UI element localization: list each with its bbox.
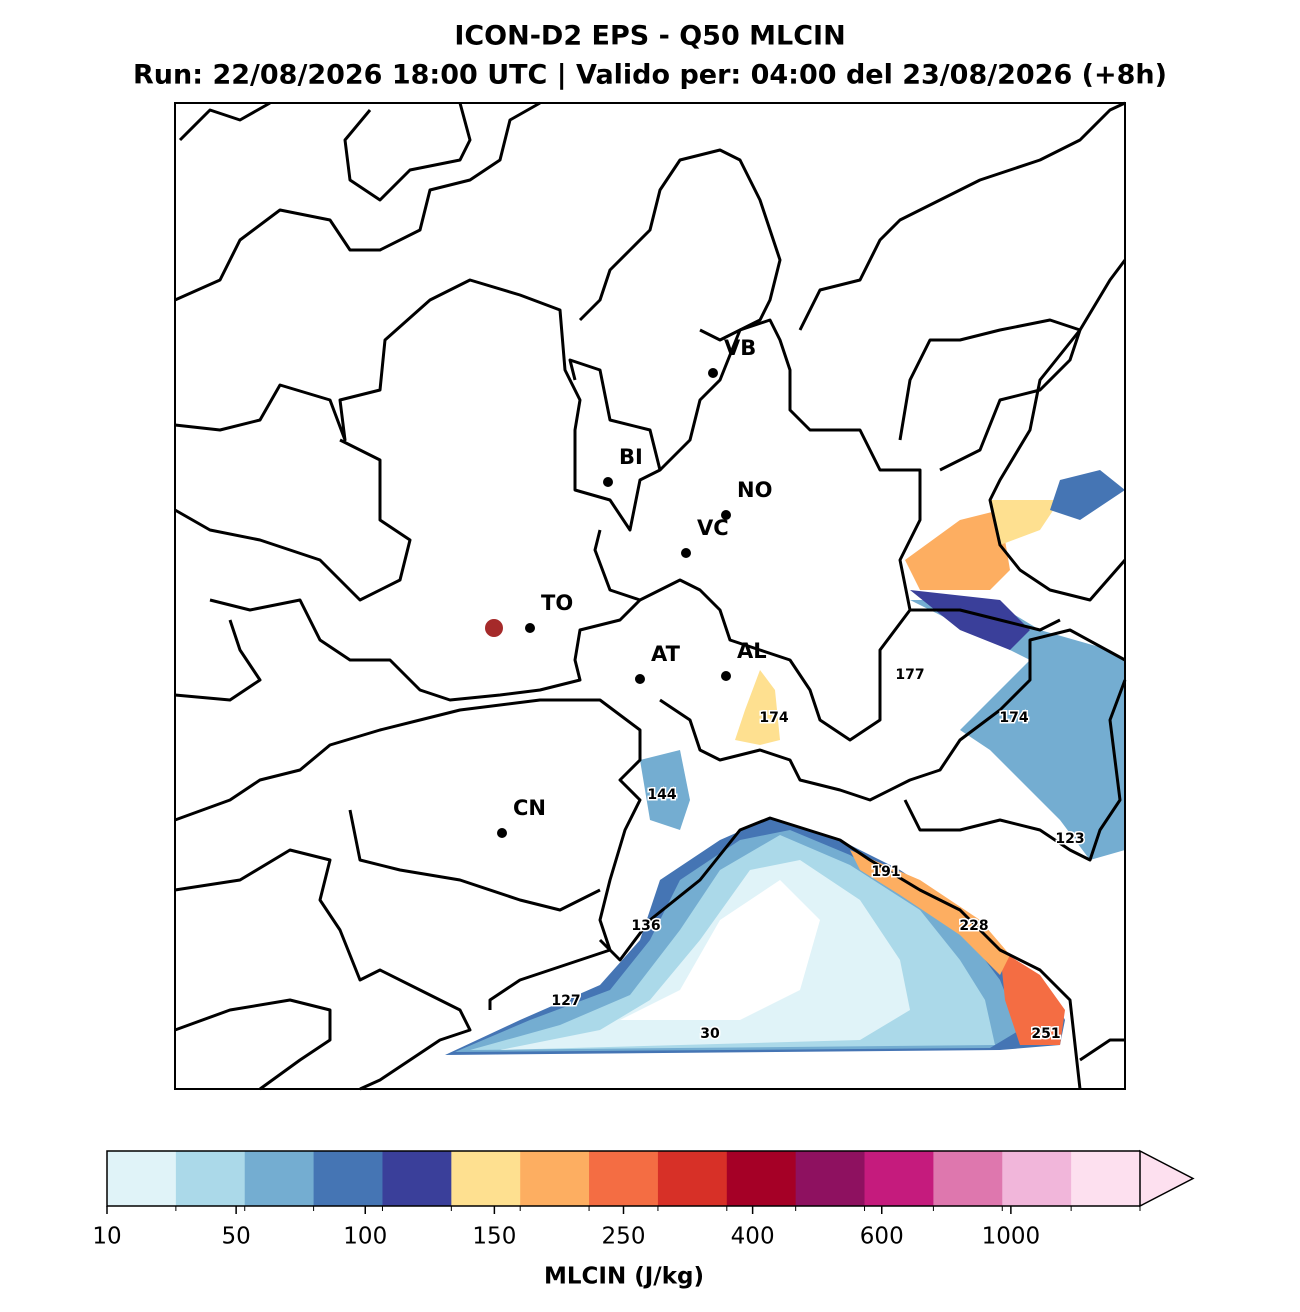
title: ICON-D2 EPS - Q50 MLCIN xyxy=(454,21,845,52)
border xyxy=(174,698,642,1010)
contour-label: 127 xyxy=(551,993,580,1009)
colorbar: 10 50 100 150 250 400 600 1000 xyxy=(92,1149,1195,1250)
borders xyxy=(174,101,1127,1091)
location-marker xyxy=(485,619,503,637)
city-dot xyxy=(708,368,718,378)
colorbar-extension xyxy=(1139,1149,1195,1208)
colorbar-tick-label: 400 xyxy=(731,1224,775,1250)
border xyxy=(1079,1038,1125,1062)
border xyxy=(910,608,1061,632)
shading xyxy=(445,470,1125,1055)
colorbar-segment xyxy=(382,1151,452,1206)
colorbar-segment xyxy=(520,1151,590,1206)
map-frame xyxy=(174,102,1126,1090)
colorbar-segment xyxy=(313,1151,383,1206)
border xyxy=(209,529,642,702)
colorbar-tick-label: 600 xyxy=(860,1224,904,1250)
colorbar-segment xyxy=(726,1151,797,1206)
contour-label: 251 xyxy=(1031,1026,1060,1042)
contour-label: 144 xyxy=(647,787,676,803)
colorbar-segment xyxy=(795,1151,866,1206)
colorbar-segment xyxy=(864,1151,934,1206)
border xyxy=(898,318,1082,472)
colorbar-tick-label: 100 xyxy=(343,1224,387,1250)
city-dot xyxy=(721,671,731,681)
border xyxy=(988,259,1127,602)
map: VB BI NO VC TO AT AL CN 177 174 174 144 … xyxy=(174,101,1127,1091)
city-dot xyxy=(497,828,507,838)
city-label: NO xyxy=(737,478,772,502)
border xyxy=(798,101,1126,331)
shade xyxy=(910,600,1125,860)
colorbar-segment xyxy=(451,1151,521,1206)
shade xyxy=(905,510,1010,590)
city-dot xyxy=(635,674,645,684)
border xyxy=(659,628,1126,802)
colorbar-segment xyxy=(589,1151,659,1206)
shade xyxy=(1050,470,1125,520)
shade xyxy=(735,670,780,745)
border xyxy=(174,619,262,702)
city-label: BI xyxy=(619,445,643,469)
sea-shade xyxy=(850,850,1010,975)
city-dot xyxy=(525,623,535,633)
border xyxy=(174,101,541,302)
shade xyxy=(990,500,1060,545)
city-label: CN xyxy=(513,796,546,820)
shade xyxy=(910,590,1030,650)
city-label: TO xyxy=(541,591,573,615)
colorbar-segment xyxy=(107,1151,177,1206)
colorbar-segment xyxy=(933,1151,1003,1206)
colorbar-tick-label: 50 xyxy=(221,1224,250,1250)
contour-labels: 177 174 174 144 123 191 136 228 127 30 2… xyxy=(550,666,1086,1044)
city-dot xyxy=(681,548,691,558)
colorbar-segment xyxy=(657,1151,728,1206)
colorbar-tick-label: 1000 xyxy=(982,1224,1041,1250)
sea-shade xyxy=(1000,950,1065,1045)
border xyxy=(903,679,1127,862)
colorbar-segment xyxy=(175,1151,246,1206)
city-dot xyxy=(721,510,731,520)
border xyxy=(348,809,601,912)
city-dot xyxy=(603,477,613,487)
border xyxy=(639,318,922,742)
city-label: AT xyxy=(651,642,681,666)
city-label: VB xyxy=(724,336,756,360)
contour-label: 191 xyxy=(871,864,900,880)
contour-label: 174 xyxy=(999,710,1028,726)
contour-label: 228 xyxy=(959,918,988,934)
contour-label: 177 xyxy=(895,667,924,683)
colorbar-tick-label: 150 xyxy=(472,1224,516,1250)
border xyxy=(578,148,782,472)
cities: VB BI NO VC TO AT AL CN xyxy=(497,336,772,838)
colorbar-tick-label: 10 xyxy=(92,1224,121,1250)
border xyxy=(178,101,271,142)
colorbar-label: MLCIN (J/kg) xyxy=(544,1264,704,1290)
colorbar-segment xyxy=(1002,1151,1072,1206)
border xyxy=(343,102,472,202)
city-label: VC xyxy=(697,516,729,540)
contour-label: 30 xyxy=(700,1026,720,1042)
subtitle: Run: 22/08/2026 18:00 UTC | Valido per: … xyxy=(133,60,1167,91)
colorbar-segment xyxy=(244,1151,315,1206)
contour-label: 136 xyxy=(631,918,660,934)
contour-label: 123 xyxy=(1055,831,1084,847)
contour-label: 174 xyxy=(759,710,788,726)
colorbar-segment xyxy=(1071,1151,1141,1206)
border xyxy=(174,278,662,532)
border xyxy=(174,848,472,1091)
coastline xyxy=(598,816,1082,1090)
border xyxy=(174,998,332,1091)
city-label: AL xyxy=(737,639,767,663)
shade xyxy=(640,750,690,830)
sea-shade xyxy=(620,880,820,1020)
colorbar-tick-label: 250 xyxy=(602,1224,646,1250)
border xyxy=(174,438,412,602)
